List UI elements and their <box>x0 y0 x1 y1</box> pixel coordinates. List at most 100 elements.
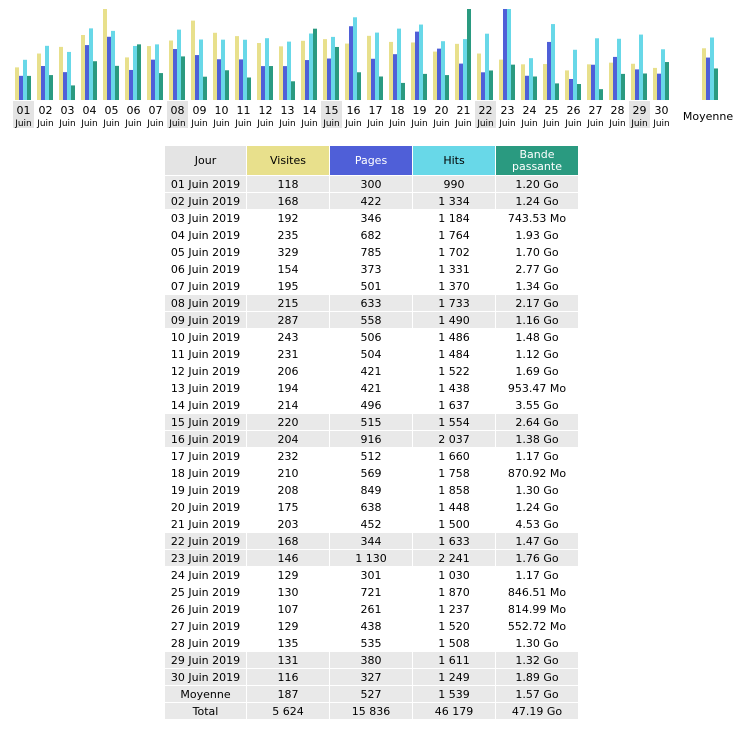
cell-bandwidth: 1.24 Go <box>496 193 578 209</box>
cell-bandwidth: 1.57 Go <box>496 686 578 702</box>
bar-bandwidth <box>115 65 119 100</box>
bar-bandwidth <box>467 9 471 100</box>
cell-day: 07 Juin 2019 <box>165 278 246 294</box>
cell-visits: 192 <box>247 210 329 226</box>
table-row: 05 Juin 2019 329 785 1 702 1.70 Go <box>165 244 578 260</box>
day-tick-label: 06 <box>127 104 141 117</box>
cell-bandwidth: 953.47 Mo <box>496 380 578 396</box>
total-row: Total 5 624 15 836 46 179 47.19 Go <box>165 703 578 719</box>
cell-bandwidth: 1.69 Go <box>496 363 578 379</box>
cell-pages: 633 <box>330 295 412 311</box>
cell-visits: 204 <box>247 431 329 447</box>
cell-hits: 1 870 <box>413 584 495 600</box>
cell-visits: 130 <box>247 584 329 600</box>
table-header-row: Jour Visites Pages Hits Bande passante <box>165 146 578 175</box>
cell-bandwidth: 2.64 Go <box>496 414 578 430</box>
bar-pages <box>63 72 67 100</box>
table-row: 14 Juin 2019 214 496 1 637 3.55 Go <box>165 397 578 413</box>
bar-hits <box>573 49 577 100</box>
day-tick-label: 22 <box>479 104 493 117</box>
table-row: 04 Juin 2019 235 682 1 764 1.93 Go <box>165 227 578 243</box>
cell-visits: 116 <box>247 669 329 685</box>
cell-hits: 1 500 <box>413 516 495 532</box>
bar-bandwidth <box>203 76 207 100</box>
cell-bandwidth: 1.47 Go <box>496 533 578 549</box>
bar-pages <box>525 75 529 100</box>
cell-pages: 301 <box>330 567 412 583</box>
weekend-label-highlight <box>13 101 34 128</box>
day-tick-label: 20 <box>435 104 449 117</box>
bar-visites <box>587 64 591 100</box>
bar-bandwidth <box>49 75 53 100</box>
bar-bandwidth <box>247 77 251 100</box>
table-row: 02 Juin 2019 168 422 1 334 1.24 Go <box>165 193 578 209</box>
bar-bandwidth <box>665 62 669 100</box>
day-tick-label: 01 <box>17 104 31 117</box>
day-tick-label: 08 <box>171 104 185 117</box>
day-tick-label: 04 <box>83 104 97 117</box>
bar-hits <box>441 41 445 100</box>
table-row: 23 Juin 2019 146 1 130 2 241 1.76 Go <box>165 550 578 566</box>
bar-bandwidth <box>71 85 75 100</box>
cell-hits: 1 508 <box>413 635 495 651</box>
month-tick-label: Juin <box>652 119 670 129</box>
bar-hits <box>617 38 621 100</box>
table-row: 20 Juin 2019 175 638 1 448 1.24 Go <box>165 499 578 515</box>
day-tick-label: 30 <box>655 104 669 117</box>
cell-visits: 175 <box>247 499 329 515</box>
cell-visits: 129 <box>247 567 329 583</box>
bar-visites <box>389 41 393 100</box>
bar-hits <box>45 45 49 100</box>
cell-bandwidth: 1.93 Go <box>496 227 578 243</box>
bar-hits <box>507 9 511 100</box>
cell-day: 29 Juin 2019 <box>165 652 246 668</box>
cell-visits: 135 <box>247 635 329 651</box>
day-tick-label: 19 <box>413 104 427 117</box>
day-tick-label: 09 <box>193 104 207 117</box>
cell-bandwidth: 1.38 Go <box>496 431 578 447</box>
cell-hits: 1 184 <box>413 210 495 226</box>
day-tick-label: 11 <box>237 104 251 117</box>
bar-bandwidth <box>555 83 559 100</box>
cell-day: 30 Juin 2019 <box>165 669 246 685</box>
bar-pages <box>305 60 309 100</box>
cell-hits: 1 633 <box>413 533 495 549</box>
cell-pages: 638 <box>330 499 412 515</box>
month-tick-label: Juin <box>80 119 98 129</box>
cell-visits: 129 <box>247 618 329 634</box>
day-tick-label: 02 <box>39 104 53 117</box>
bar-bandwidth <box>445 75 449 100</box>
bar-bandwidth <box>225 70 229 100</box>
cell-visits: 215 <box>247 295 329 311</box>
cell-hits: 1 249 <box>413 669 495 685</box>
bar-bandwidth <box>401 82 405 100</box>
bar-hits <box>595 38 599 100</box>
cell-day: 01 Juin 2019 <box>165 176 246 192</box>
cell-bandwidth: 1.16 Go <box>496 312 578 328</box>
cell-pages: 527 <box>330 686 412 702</box>
cell-day: 20 Juin 2019 <box>165 499 246 515</box>
month-tick-label: Juin <box>234 119 252 129</box>
month-tick-label: Juin <box>124 119 142 129</box>
cell-hits: 2 241 <box>413 550 495 566</box>
month-tick-label: Juin <box>608 119 626 129</box>
cell-bandwidth: 1.34 Go <box>496 278 578 294</box>
bar-visites <box>213 32 217 101</box>
average-bar-pages <box>706 57 710 100</box>
average-row: Moyenne 187 527 1 539 1.57 Go <box>165 686 578 702</box>
cell-pages: 558 <box>330 312 412 328</box>
bar-pages <box>173 49 177 100</box>
cell-day: 23 Juin 2019 <box>165 550 246 566</box>
cell-hits: 1 331 <box>413 261 495 277</box>
cell-pages: 916 <box>330 431 412 447</box>
bar-visites <box>653 67 657 100</box>
cell-hits: 1 522 <box>413 363 495 379</box>
cell-pages: 344 <box>330 533 412 549</box>
cell-bandwidth: 870.92 Mo <box>496 465 578 481</box>
cell-pages: 15 836 <box>330 703 412 719</box>
bar-pages <box>107 36 111 100</box>
bar-pages <box>239 59 243 100</box>
day-tick-label: 24 <box>523 104 537 117</box>
cell-bandwidth: 846.51 Mo <box>496 584 578 600</box>
cell-day: 27 Juin 2019 <box>165 618 246 634</box>
